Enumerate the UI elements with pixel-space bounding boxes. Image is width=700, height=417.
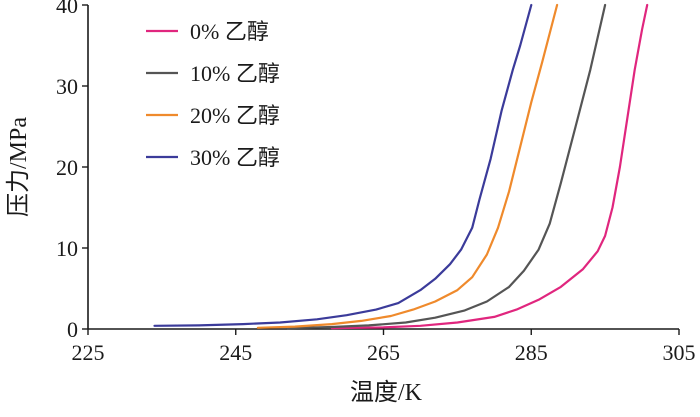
y-axis-title: 压力/MPa	[5, 117, 32, 217]
legend: 0% 乙醇 10% 乙醇 20% 乙醇 30% 乙醇	[146, 19, 280, 170]
x-tick-label: 305	[663, 340, 696, 365]
x-ticks: 225 245 265 285 305	[72, 329, 696, 365]
y-ticks: 0 10 20 30 40	[56, 0, 88, 342]
legend-label-3: 30% 乙醇	[190, 145, 280, 170]
x-tick-label: 245	[219, 340, 252, 365]
y-tick-label: 30	[56, 74, 78, 99]
y-tick-label: 20	[56, 155, 78, 180]
legend-label-1: 10% 乙醇	[190, 61, 280, 86]
series-line-1	[286, 3, 607, 330]
series-line-0	[330, 3, 649, 330]
x-axis-title: 温度/K	[350, 379, 423, 406]
series-line-3	[153, 3, 533, 327]
y-tick-label: 0	[67, 317, 78, 342]
x-tick-label: 265	[367, 340, 400, 365]
legend-label-0: 0% 乙醇	[190, 19, 269, 44]
series-lines	[153, 3, 649, 330]
legend-label-2: 20% 乙醇	[190, 103, 280, 128]
y-tick-label: 40	[56, 0, 78, 18]
y-tick-label: 10	[56, 236, 78, 261]
series-line-2	[256, 3, 559, 329]
x-tick-label: 225	[72, 340, 105, 365]
plot-area	[87, 5, 679, 330]
x-tick-label: 285	[515, 340, 548, 365]
